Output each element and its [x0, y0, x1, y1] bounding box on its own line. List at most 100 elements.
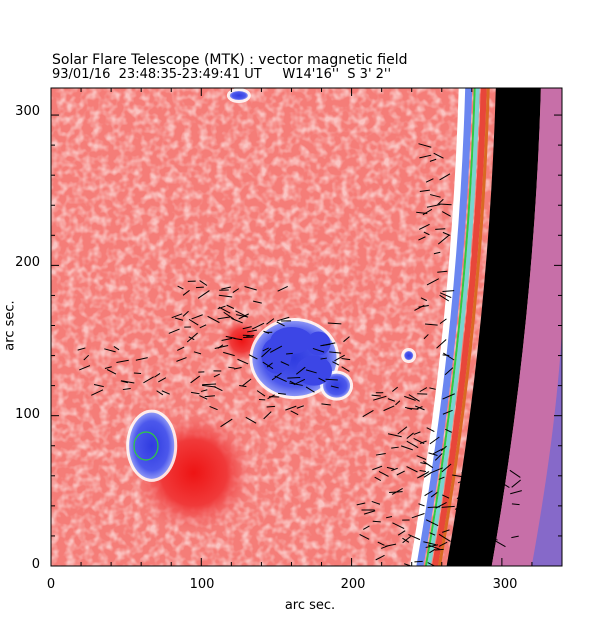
field-vector — [441, 463, 452, 473]
negative-polarity-patch — [229, 91, 248, 101]
solar-limb — [409, 88, 562, 566]
field-vector — [256, 390, 266, 397]
field-vector — [402, 537, 410, 543]
field-vector — [434, 453, 443, 461]
field-vector — [429, 548, 436, 554]
field-vector — [413, 431, 421, 435]
field-vector — [494, 475, 503, 480]
field-vector — [391, 446, 399, 449]
x-tick-label: 200 — [340, 577, 366, 592]
field-vector — [362, 409, 374, 418]
field-vector — [418, 223, 430, 230]
axis-ticks — [50, 88, 563, 567]
field-vector — [499, 481, 510, 488]
limb-fringe-white — [409, 88, 467, 566]
field-vector — [416, 211, 428, 214]
field-vector — [425, 519, 439, 527]
field-vector — [213, 386, 223, 392]
field-vector — [392, 522, 405, 530]
field-vector — [483, 463, 497, 471]
field-vector — [221, 286, 231, 290]
field-vector — [226, 304, 235, 309]
field-vector — [228, 366, 235, 369]
field-vector — [378, 470, 389, 477]
negative-polarity-patch — [404, 351, 414, 361]
negative-polarity-patch — [129, 412, 175, 479]
field-vector — [371, 500, 381, 505]
negative-polarity-patch — [295, 355, 333, 386]
field-vector — [423, 231, 430, 236]
field-vector — [418, 305, 429, 308]
field-vector — [133, 372, 142, 375]
field-vector — [320, 357, 327, 360]
field-vector — [290, 410, 299, 416]
field-vector — [372, 465, 383, 471]
field-vector — [406, 440, 419, 449]
field-vector — [459, 528, 468, 534]
field-vector — [397, 530, 406, 536]
field-vector — [427, 506, 440, 508]
field-vector — [395, 400, 401, 406]
field-vector — [436, 339, 447, 349]
field-vector — [261, 347, 272, 358]
field-vector — [489, 489, 498, 494]
field-vector — [419, 189, 430, 192]
field-vector — [312, 347, 325, 353]
plot-frame — [50, 87, 563, 567]
field-vector — [429, 387, 436, 390]
field-vector — [377, 541, 385, 546]
field-vector — [438, 541, 448, 547]
field-vector — [426, 278, 440, 286]
field-vector — [193, 351, 202, 355]
field-vector — [439, 203, 452, 206]
field-vector — [442, 290, 455, 292]
field-vector — [116, 359, 129, 364]
field-vector — [280, 361, 290, 366]
field-vector — [218, 294, 233, 298]
field-vector — [392, 386, 399, 392]
field-vector — [214, 345, 229, 350]
field-vector — [223, 351, 235, 357]
field-vector — [287, 377, 301, 379]
field-vector — [289, 382, 303, 386]
limb-fringe-blue — [416, 88, 473, 566]
field-vector — [217, 316, 231, 320]
field-vector — [428, 452, 438, 456]
field-vector — [321, 403, 331, 406]
field-vector — [77, 347, 86, 351]
field-vector — [509, 469, 521, 478]
field-vector — [176, 357, 187, 362]
x-tick-label: 100 — [189, 577, 215, 592]
field-vector — [373, 395, 387, 401]
field-vector — [207, 315, 220, 324]
field-vector — [371, 394, 381, 397]
field-vector — [423, 541, 437, 546]
y-tick-label: 200 — [15, 255, 40, 270]
field-vector — [430, 194, 441, 198]
y-tick-label: 0 — [31, 557, 40, 572]
field-vector — [168, 328, 180, 334]
field-vector — [426, 204, 441, 208]
field-vector — [199, 324, 207, 329]
field-vector — [442, 409, 453, 415]
field-vector — [113, 345, 120, 351]
field-vector — [271, 372, 282, 381]
field-vector — [439, 318, 447, 325]
field-vector — [248, 354, 258, 360]
field-vector — [263, 411, 272, 420]
field-vector — [408, 394, 420, 402]
field-vector — [325, 378, 338, 381]
field-vector — [422, 208, 433, 216]
field-vector — [418, 236, 426, 241]
field-vector — [438, 533, 451, 542]
field-vector — [135, 357, 148, 361]
field-vector — [383, 405, 395, 412]
field-vector — [296, 405, 304, 409]
beyond-limb-noise — [491, 88, 562, 566]
field-vector — [270, 345, 283, 353]
field-vector — [262, 361, 274, 370]
limb-fringe-cyan — [426, 88, 480, 566]
field-vector — [237, 358, 249, 365]
field-vector — [174, 317, 184, 321]
field-vector — [419, 154, 432, 159]
